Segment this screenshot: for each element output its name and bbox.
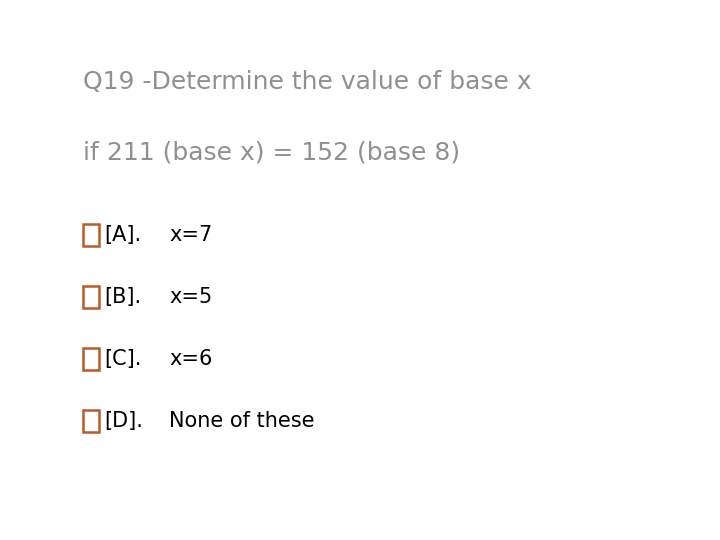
Bar: [83, 348, 99, 370]
Bar: [83, 286, 99, 308]
Text: None of these: None of these: [169, 411, 315, 431]
Text: x=7: x=7: [169, 225, 212, 245]
Text: [A].: [A].: [104, 225, 142, 245]
Text: [D].: [D].: [104, 411, 143, 431]
Bar: [83, 224, 99, 246]
Text: [C].: [C].: [104, 349, 142, 369]
Text: if 211 (base x) = 152 (base 8): if 211 (base x) = 152 (base 8): [83, 140, 460, 164]
Text: Q19 -Determine the value of base x: Q19 -Determine the value of base x: [83, 70, 531, 94]
Text: x=5: x=5: [169, 287, 212, 307]
Text: x=6: x=6: [169, 349, 212, 369]
Bar: [83, 410, 99, 432]
Text: [B].: [B].: [104, 287, 142, 307]
